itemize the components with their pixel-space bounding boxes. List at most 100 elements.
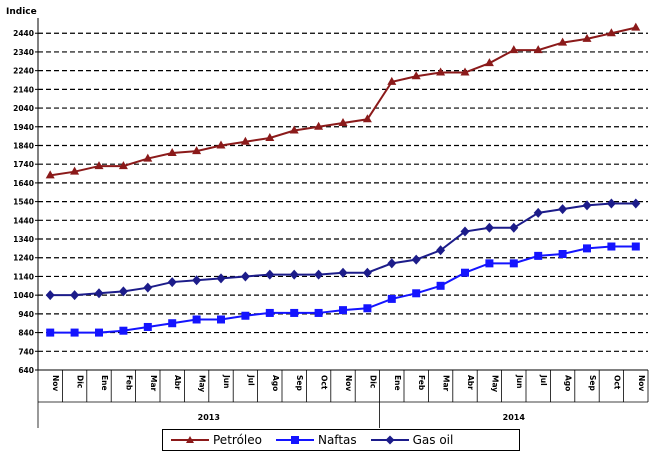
x-tick-label: Abr (466, 375, 475, 390)
y-tick-label: 1040 (13, 291, 34, 300)
x-tick-label: Mar (442, 375, 451, 392)
y-tick-label: 1840 (13, 141, 34, 150)
data-point (70, 290, 80, 301)
legend-label-naftas: Naftas (317, 433, 357, 447)
data-point (363, 304, 372, 313)
y-tick-label: 1640 (13, 179, 34, 188)
legend-label-petroleo: Petróleo (213, 433, 262, 447)
x-tick-label: Sep (295, 375, 304, 391)
data-point (485, 259, 494, 268)
y-tick-label: 1340 (13, 235, 34, 244)
y-tick-label: 840 (18, 329, 34, 338)
data-point (362, 267, 372, 278)
y-tick-label: 2240 (13, 67, 34, 76)
data-point (509, 45, 519, 54)
data-point (387, 294, 396, 303)
x-tick-label: Oct (612, 375, 621, 390)
data-point (534, 251, 543, 260)
data-point (70, 166, 80, 175)
x-tick-label: Jun (515, 374, 524, 388)
data-point (192, 315, 201, 324)
data-point (95, 328, 103, 337)
data-point (70, 328, 79, 337)
legend: Petróleo Naftas Gas oil (162, 429, 520, 451)
data-point (240, 136, 250, 145)
x-tick-label: Feb (124, 375, 133, 391)
data-point (118, 161, 128, 170)
data-point (192, 146, 202, 155)
y-tick-label: 2140 (13, 85, 34, 94)
data-point (412, 289, 421, 298)
series-lines (45, 22, 641, 337)
data-point (119, 326, 128, 335)
y-tick-label: 1240 (13, 254, 34, 263)
x-tick-label: Mar (149, 375, 158, 392)
y-tick-labels: 640 740 840 940 1040 1140 1240 1340 1440 1540 1640… (13, 29, 34, 375)
data-point (94, 161, 104, 170)
data-point (314, 121, 324, 130)
data-point (217, 315, 225, 324)
y-tick-label: 1940 (13, 123, 34, 132)
data-point (241, 311, 250, 320)
series-line (50, 202, 636, 297)
y-tick-label: 2440 (13, 29, 34, 38)
data-point (338, 118, 348, 127)
data-point (265, 133, 275, 141)
data-point (143, 153, 153, 162)
data-point (192, 275, 202, 286)
y-tick-label: 740 (18, 347, 34, 356)
data-point (631, 242, 640, 251)
data-point (314, 308, 323, 317)
y-tick-label: 1740 (13, 160, 34, 169)
legend-swatch-gas-oil (370, 435, 409, 445)
data-point (460, 226, 470, 237)
y-tick-label: 1540 (13, 198, 34, 207)
series-line (50, 26, 637, 177)
data-point (533, 45, 543, 54)
x-tick-label: Nov (51, 375, 60, 391)
data-point (631, 22, 641, 31)
data-point (607, 242, 616, 251)
data-point (436, 67, 446, 76)
x-tick-label: Nov (344, 375, 353, 391)
legend-label-gas-oil: Gas oil (412, 433, 454, 447)
data-point (289, 125, 299, 134)
data-point (461, 268, 469, 277)
x-tick-label: Dic (368, 375, 377, 388)
legend-item-petroleo: Petróleo (171, 433, 262, 447)
data-point (558, 204, 568, 215)
data-point (94, 288, 104, 299)
x-tick-label: Dic (76, 375, 85, 388)
data-point (265, 308, 274, 317)
x-tick-label: Ago (564, 375, 573, 391)
x-tick-label: Jun (222, 374, 231, 388)
data-point (436, 245, 446, 256)
data-point (240, 271, 250, 282)
x-tick-label: Ago (271, 375, 280, 391)
data-point (314, 269, 324, 280)
data-point (118, 286, 128, 297)
data-point (606, 198, 616, 209)
legend-item-gas-oil: Gas oil (370, 433, 454, 447)
x-tick-label: Jul (539, 374, 548, 386)
axes (35, 18, 649, 402)
x-tick-label: Ene (100, 375, 109, 391)
data-point (582, 200, 592, 211)
y-tick-label: 1440 (13, 216, 34, 225)
x-tick-label: Nov (637, 375, 646, 391)
data-point (362, 114, 372, 123)
x-tick-label: May (198, 375, 207, 392)
x-tick-label: Feb (417, 375, 426, 391)
data-point (167, 147, 177, 156)
data-point (558, 37, 568, 46)
data-point (143, 322, 152, 331)
data-point (436, 281, 445, 290)
data-point (583, 244, 591, 253)
x-tick-label: Sep (588, 375, 597, 391)
data-point (338, 267, 348, 278)
legend-item-naftas: Naftas (275, 433, 357, 447)
data-point (533, 207, 543, 218)
data-point (167, 277, 177, 288)
data-point (290, 308, 299, 317)
data-point (265, 269, 275, 280)
